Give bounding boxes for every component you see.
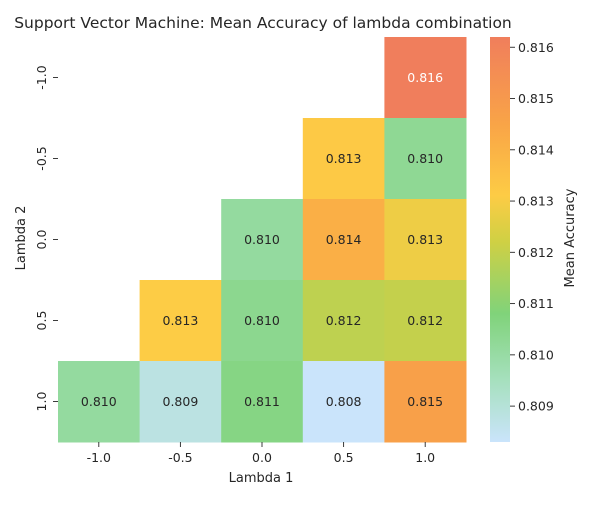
cell-value-label: 0.814: [326, 232, 362, 247]
y-tick-label: -0.5: [34, 146, 49, 170]
colorbar-tick-label: 0.816: [518, 40, 554, 55]
heatmap-cell: [384, 118, 467, 200]
cell-value-label: 0.816: [407, 70, 443, 85]
heatmap-cell: [221, 361, 304, 443]
chart-title: Support Vector Machine: Mean Accuracy of…: [14, 14, 512, 32]
colorbar-tick-label: 0.809: [518, 399, 554, 414]
colorbar-tick-label: 0.815: [518, 91, 554, 106]
cell-value-label: 0.815: [407, 394, 443, 409]
cell-value-label: 0.810: [244, 232, 280, 247]
heatmap-cell: [302, 118, 385, 200]
heatmap-cell: [302, 280, 385, 362]
heatmap-cells: 0.816 0.813 0.810 0.810 0.814 0.813 0.813 0.810…: [58, 37, 467, 443]
heatmap-cell: [58, 361, 141, 443]
y-tick-label: -1.0: [34, 65, 49, 89]
y-tick-label: 0.5: [34, 311, 49, 331]
y-tick-label: 1.0: [34, 392, 49, 412]
cell-value-label: 0.808: [326, 394, 362, 409]
cell-value-label: 0.813: [326, 151, 362, 166]
y-tick-label: 0.0: [34, 230, 49, 250]
colorbar-gradient: [490, 37, 510, 442]
x-tick-label: -0.5: [168, 450, 192, 465]
cell-value-label: 0.812: [326, 313, 362, 328]
x-tick-label: 0.0: [252, 450, 272, 465]
x-tick-label: 1.0: [415, 450, 435, 465]
colorbar: 0.809 0.810 0.811 0.812 0.813 0.814 0.815 0.816: [490, 37, 554, 442]
heatmap-cell: [221, 280, 304, 362]
heatmap-cell: [221, 199, 304, 281]
heatmap-cell: [302, 361, 385, 443]
colorbar-tick-label: 0.810: [518, 347, 554, 362]
colorbar-label: Mean Accuracy: [563, 188, 578, 287]
cell-value-label: 0.810: [244, 313, 280, 328]
cell-value-label: 0.812: [407, 313, 443, 328]
colorbar-tick-label: 0.812: [518, 245, 554, 260]
cell-value-label: 0.810: [81, 394, 117, 409]
colorbar-tick-label: 0.814: [518, 142, 554, 157]
x-axis: -1.0 -0.5 0.0 0.5 1.0: [87, 442, 435, 465]
cell-value-label: 0.809: [163, 394, 199, 409]
heatmap-cell: [384, 199, 467, 281]
heatmap-cell: [139, 280, 222, 362]
x-tick-label: -1.0: [87, 450, 111, 465]
x-tick-label: 0.5: [334, 450, 354, 465]
cell-value-label: 0.813: [163, 313, 199, 328]
heatmap-cell: [302, 199, 385, 281]
heatmap-cell: [384, 361, 467, 443]
y-axis: -1.0 -0.5 0.0 0.5 1.0: [34, 65, 58, 411]
heatmap-cell: [384, 280, 467, 362]
heatmap-cell: [384, 37, 467, 119]
cell-value-label: 0.811: [244, 394, 280, 409]
cell-value-label: 0.813: [407, 232, 443, 247]
colorbar-tick-label: 0.813: [518, 194, 554, 209]
colorbar-tick-label: 0.811: [518, 296, 554, 311]
heatmap-cell: [139, 361, 222, 443]
x-axis-label: Lambda 1: [229, 471, 294, 486]
cell-value-label: 0.810: [407, 151, 443, 166]
y-axis-label: Lambda 2: [14, 206, 29, 271]
